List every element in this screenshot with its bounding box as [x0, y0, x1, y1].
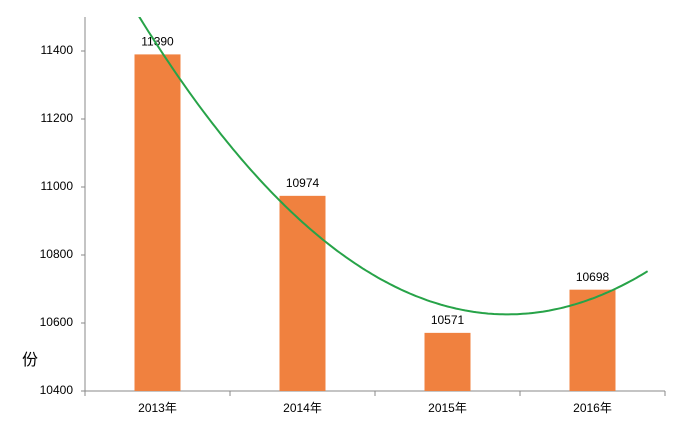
y-tick-label: 11400 — [41, 43, 74, 57]
x-tick-label: 2016年 — [573, 401, 612, 415]
bar — [424, 332, 471, 391]
x-tick-label: 2013年 — [138, 401, 177, 415]
data-label: 10974 — [286, 176, 320, 190]
y-tick-label: 11200 — [41, 111, 74, 125]
x-tick-label: 2015年 — [428, 401, 467, 415]
bar — [134, 54, 181, 392]
y-tick-label: 10600 — [40, 315, 74, 329]
trendline — [138, 17, 649, 316]
bar — [279, 195, 326, 391]
y-tick-label: 10800 — [40, 247, 74, 261]
y-tick-label: 11000 — [41, 179, 74, 193]
data-label: 11390 — [141, 35, 174, 49]
bar — [569, 289, 616, 391]
y-tick-label: 10400 — [40, 383, 74, 397]
y-axis-label: 份 — [22, 351, 38, 369]
x-tick-label: 2014年 — [283, 401, 322, 415]
data-label: 10571 — [431, 313, 465, 327]
data-label: 10698 — [576, 270, 610, 284]
